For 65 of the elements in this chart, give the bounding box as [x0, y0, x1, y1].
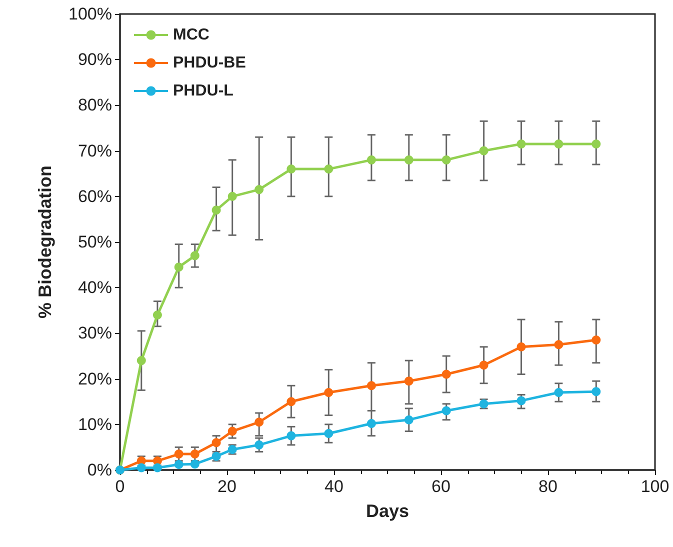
point — [286, 164, 296, 174]
point — [592, 336, 601, 345]
x-tick-label: 40 — [324, 477, 344, 496]
legend-label: MCC — [173, 26, 210, 44]
point — [152, 310, 162, 320]
point — [516, 342, 526, 352]
point — [516, 396, 526, 406]
point — [442, 370, 451, 379]
point — [404, 155, 414, 164]
point — [404, 376, 414, 386]
point — [254, 440, 264, 450]
point — [228, 426, 237, 436]
point — [136, 463, 146, 472]
y-tick-label: 20% — [78, 369, 112, 388]
point — [516, 139, 526, 148]
point — [366, 418, 376, 428]
point — [286, 431, 296, 440]
point — [228, 192, 237, 201]
y-tick-label: 60% — [78, 186, 112, 206]
point — [479, 360, 488, 370]
point — [174, 460, 184, 470]
y-tick-label: 30% — [78, 324, 112, 343]
y-tick-label: 0% — [87, 460, 112, 480]
point — [324, 388, 334, 397]
y-tick-label: 50% — [78, 232, 112, 252]
y-tick-label: 10% — [78, 414, 112, 434]
legend-label: PHDU-BE — [173, 54, 246, 72]
point — [554, 388, 564, 397]
point — [404, 415, 414, 424]
y-tick-label: 80% — [78, 96, 112, 115]
point — [254, 185, 264, 194]
point — [136, 356, 146, 366]
legend-label: PHDU-L — [173, 82, 234, 100]
y-tick-label: 90% — [78, 50, 112, 70]
y-tick-label: 70% — [78, 141, 112, 160]
point — [442, 155, 451, 164]
x-tick-label: 80 — [538, 477, 558, 496]
point — [190, 450, 200, 459]
y-tick-label: 100% — [68, 4, 112, 24]
point — [592, 139, 601, 148]
x-tick-label: 100 — [640, 477, 670, 496]
point — [174, 450, 184, 459]
point — [152, 463, 162, 472]
y-axis-title: % Biodegradation — [35, 165, 55, 319]
point — [366, 155, 376, 164]
x-tick-label: 20 — [218, 477, 236, 496]
point — [554, 340, 564, 350]
point — [212, 206, 221, 215]
y-tick-label: 40% — [78, 278, 112, 298]
x-tick-label: 60 — [432, 477, 450, 496]
point — [324, 164, 334, 174]
point — [366, 381, 376, 390]
x-axis-title: Days — [366, 501, 410, 521]
point — [212, 438, 221, 448]
point — [286, 397, 296, 406]
point — [479, 146, 488, 156]
point — [174, 262, 184, 272]
point — [324, 429, 334, 438]
point — [254, 418, 264, 427]
point — [442, 406, 451, 416]
point — [190, 460, 200, 469]
x-tick-label: 0 — [115, 477, 125, 496]
point — [554, 139, 564, 148]
point — [592, 387, 601, 396]
point — [190, 251, 200, 260]
